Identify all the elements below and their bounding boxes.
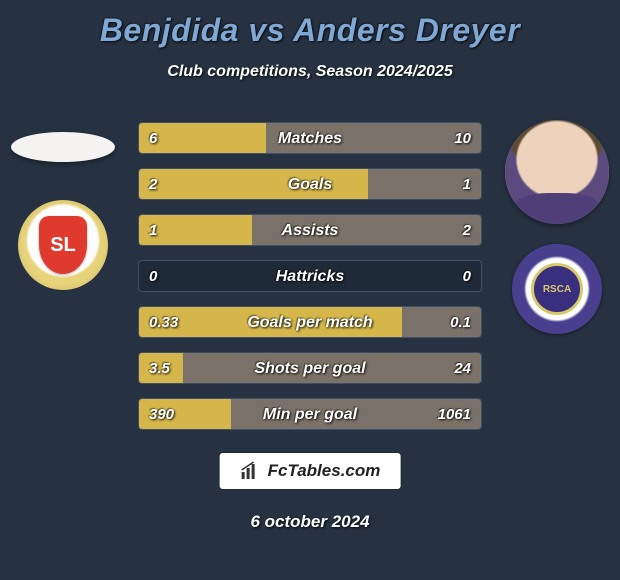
player-right-column: RSCA bbox=[502, 120, 612, 334]
stat-label: Goals bbox=[139, 169, 481, 199]
stat-row: Goals2 1 bbox=[138, 168, 482, 200]
stats-bars-container: Matches610Goals21Assists12Hattricks00Goa… bbox=[138, 122, 482, 444]
stat-label: Goals per match bbox=[139, 307, 481, 337]
player-left-avatar bbox=[11, 132, 115, 162]
stat-value-left: 3.5 bbox=[139, 353, 180, 383]
stat-row: Goals per match0.33 0.1 bbox=[138, 306, 482, 338]
stat-value-right: 2 bbox=[453, 215, 481, 245]
stat-row: Shots per goal3.5 24 bbox=[138, 352, 482, 384]
player-right-avatar bbox=[505, 120, 609, 224]
club-crest-left: SL bbox=[18, 200, 108, 290]
chart-icon bbox=[240, 461, 260, 481]
stat-row: Hattricks0 0 bbox=[138, 260, 482, 292]
stat-value-left: 0.33 bbox=[139, 307, 188, 337]
stat-value-left: 6 bbox=[139, 123, 167, 153]
stat-row: Min per goal3901061 bbox=[138, 398, 482, 430]
stat-label: Assists bbox=[139, 215, 481, 245]
player-face-icon bbox=[505, 120, 609, 224]
club-crest-right-initials: RSCA bbox=[531, 263, 583, 315]
player-left-column: SL bbox=[8, 120, 118, 290]
stat-value-left: 1 bbox=[139, 215, 167, 245]
source-label: FcTables.com bbox=[268, 461, 381, 481]
stat-label: Shots per goal bbox=[139, 353, 481, 383]
stat-value-right: 1 bbox=[453, 169, 481, 199]
stat-label: Matches bbox=[139, 123, 481, 153]
club-crest-left-initials: SL bbox=[39, 216, 87, 274]
stat-value-left: 2 bbox=[139, 169, 167, 199]
subtitle: Club competitions, Season 2024/2025 bbox=[0, 63, 620, 81]
stat-value-right: 0.1 bbox=[440, 307, 481, 337]
source-badge[interactable]: FcTables.com bbox=[219, 452, 402, 490]
stat-value-right: 24 bbox=[444, 353, 481, 383]
stat-row: Matches6 10 bbox=[138, 122, 482, 154]
stat-row: Assists1 2 bbox=[138, 214, 482, 246]
page-title: Benjdida vs Anders Dreyer bbox=[0, 0, 620, 49]
stat-label: Hattricks bbox=[139, 261, 481, 291]
club-crest-right: RSCA bbox=[512, 244, 602, 334]
stat-value-left: 0 bbox=[139, 261, 167, 291]
stat-value-right: 1061 bbox=[428, 399, 481, 429]
date-label: 6 october 2024 bbox=[0, 512, 620, 532]
stat-value-right: 0 bbox=[453, 261, 481, 291]
stat-value-right: 10 bbox=[444, 123, 481, 153]
stat-value-left: 390 bbox=[139, 399, 184, 429]
